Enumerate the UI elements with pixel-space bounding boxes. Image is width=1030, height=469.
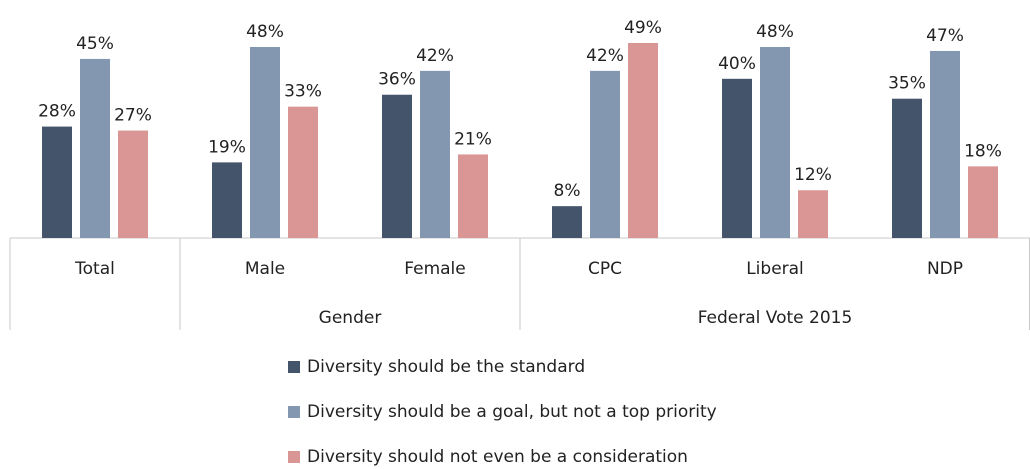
legend-label: Diversity should be a goal, but not a to… [307, 402, 717, 422]
bar [968, 166, 998, 238]
bar [288, 106, 318, 239]
data-label: 42% [416, 46, 454, 66]
legend-swatch [288, 451, 300, 463]
bar [892, 98, 922, 238]
data-label: 27% [114, 106, 152, 126]
data-label: 42% [586, 46, 624, 66]
bar [118, 130, 148, 238]
data-label: 21% [454, 129, 492, 149]
bar [420, 70, 450, 238]
data-label: 36% [378, 70, 416, 90]
legend-label: Diversity should not even be a considera… [307, 447, 688, 467]
x-tick-label: Male [245, 259, 285, 279]
bar [798, 190, 828, 238]
data-label: 18% [964, 141, 1002, 161]
legend-swatch [288, 406, 300, 418]
data-label: 47% [926, 26, 964, 46]
bar [930, 50, 960, 238]
data-label: 35% [888, 74, 926, 94]
data-label: 48% [756, 22, 794, 42]
bar [760, 46, 790, 239]
legend-swatch [288, 361, 300, 373]
bar [42, 126, 72, 238]
bar [628, 43, 658, 238]
data-label: 19% [208, 137, 246, 157]
bar [552, 206, 582, 238]
group-label: Gender [319, 308, 382, 328]
group-label: Federal Vote 2015 [698, 308, 853, 328]
data-label: 45% [76, 34, 114, 54]
data-label: 8% [554, 181, 581, 201]
data-label: 28% [38, 102, 76, 122]
data-label: 49% [624, 18, 662, 38]
x-tick-label: Total [74, 259, 115, 279]
data-label: 48% [246, 22, 284, 42]
bar [590, 70, 620, 238]
bar [382, 94, 412, 238]
bar [80, 58, 110, 238]
x-tick-label: Female [404, 259, 465, 279]
data-label: 33% [284, 82, 322, 102]
bar [212, 162, 242, 238]
bar [458, 154, 488, 238]
bar [250, 46, 280, 239]
x-tick-label: CPC [588, 259, 622, 279]
x-tick-label: Liberal [746, 259, 804, 279]
data-label: 12% [794, 165, 832, 185]
x-tick-label: NDP [927, 259, 963, 279]
legend-label: Diversity should be the standard [307, 357, 585, 377]
bar [722, 78, 752, 238]
data-label: 40% [718, 54, 756, 74]
